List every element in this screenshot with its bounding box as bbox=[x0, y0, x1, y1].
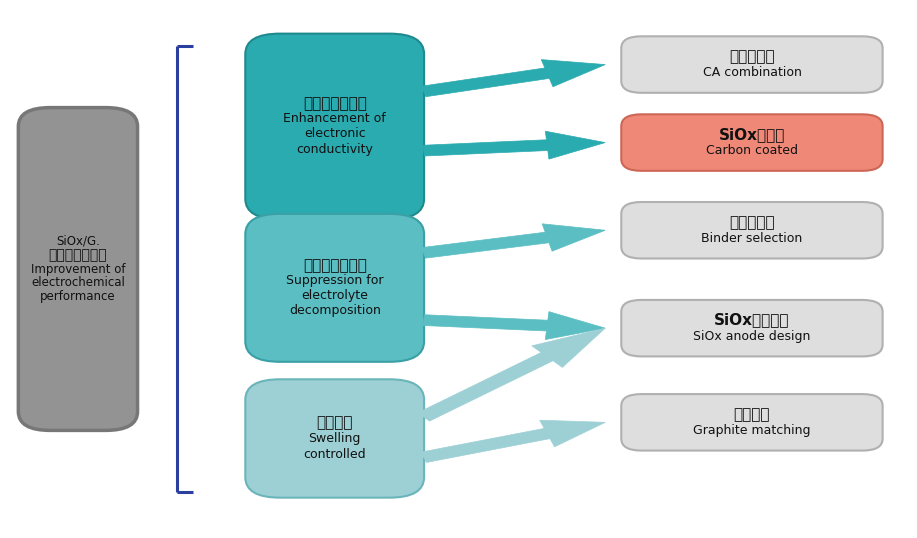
Text: SiOx材料設計: SiOx材料設計 bbox=[714, 313, 790, 328]
Text: conductivity: conductivity bbox=[296, 143, 373, 155]
Polygon shape bbox=[418, 328, 605, 421]
Text: 電化學性能改善: 電化學性能改善 bbox=[49, 248, 107, 262]
Text: performance: performance bbox=[40, 291, 116, 303]
Text: Swelling: Swelling bbox=[308, 432, 361, 445]
Polygon shape bbox=[422, 224, 605, 258]
Text: controlled: controlled bbox=[304, 448, 366, 461]
Text: 笿結劑選擇: 笿結劑選擇 bbox=[729, 215, 775, 230]
FancyBboxPatch shape bbox=[18, 108, 138, 430]
Text: 電子導電性提高: 電子導電性提高 bbox=[303, 96, 367, 111]
Text: Suppression for: Suppression for bbox=[286, 274, 383, 287]
Text: Enhancement of: Enhancement of bbox=[283, 112, 386, 125]
FancyBboxPatch shape bbox=[245, 214, 424, 362]
Text: electrochemical: electrochemical bbox=[31, 277, 125, 289]
FancyBboxPatch shape bbox=[622, 202, 882, 259]
Text: CA combination: CA combination bbox=[702, 66, 801, 79]
FancyBboxPatch shape bbox=[622, 37, 882, 93]
Text: SiOx/G.: SiOx/G. bbox=[56, 235, 100, 247]
Polygon shape bbox=[422, 60, 605, 97]
Text: SiOx anode design: SiOx anode design bbox=[693, 330, 811, 343]
Text: Improvement of: Improvement of bbox=[30, 263, 126, 275]
FancyBboxPatch shape bbox=[622, 394, 882, 451]
Text: 導電劑複配: 導電劑複配 bbox=[729, 49, 775, 64]
Polygon shape bbox=[421, 420, 605, 463]
Polygon shape bbox=[423, 312, 605, 339]
Polygon shape bbox=[423, 131, 605, 159]
Text: decomposition: decomposition bbox=[289, 304, 381, 317]
Text: SiOx碳包覆: SiOx碳包覆 bbox=[719, 127, 785, 142]
Text: Carbon coated: Carbon coated bbox=[706, 144, 798, 157]
Text: 抑制電解液分解: 抑制電解液分解 bbox=[303, 258, 367, 273]
Text: electrolyte: electrolyte bbox=[302, 289, 368, 302]
Text: Binder selection: Binder selection bbox=[702, 232, 802, 245]
FancyBboxPatch shape bbox=[245, 33, 424, 220]
FancyBboxPatch shape bbox=[622, 300, 882, 356]
Text: Graphite matching: Graphite matching bbox=[693, 424, 811, 437]
FancyBboxPatch shape bbox=[245, 379, 424, 498]
FancyBboxPatch shape bbox=[622, 115, 882, 171]
Text: 石墨匹配: 石墨匹配 bbox=[734, 407, 770, 422]
Text: 控制膨蔹: 控制膨蔹 bbox=[316, 415, 353, 430]
Text: electronic: electronic bbox=[304, 128, 366, 140]
